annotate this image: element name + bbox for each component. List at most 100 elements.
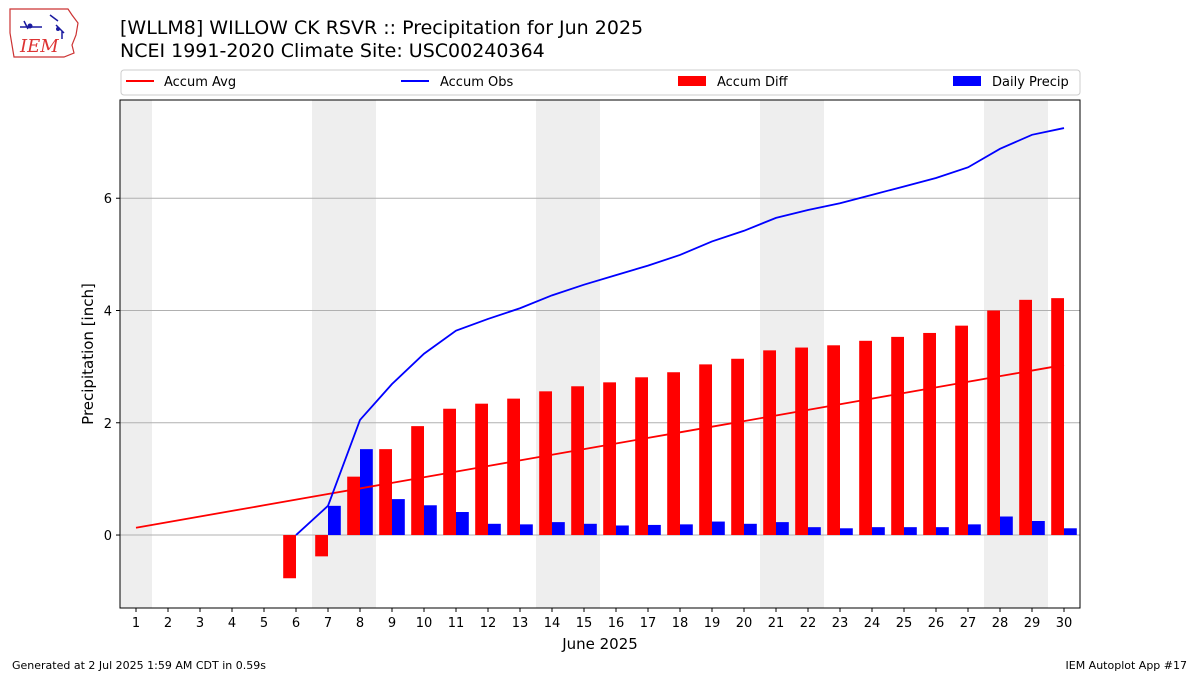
daily-precip-bar [712, 521, 725, 536]
x-tick-label: 16 [608, 616, 625, 631]
accum-diff-bar [411, 426, 424, 536]
daily-precip-bar [520, 524, 533, 536]
x-tick-label: 6 [292, 616, 300, 631]
x-tick-label: 21 [768, 616, 785, 631]
accum-diff-bar [603, 382, 616, 536]
y-tick-label: 4 [104, 304, 112, 319]
x-tick-label: 29 [1024, 616, 1041, 631]
accum-diff-bar [923, 332, 936, 536]
daily-precip-bar [328, 505, 341, 536]
x-tick-label: 5 [260, 616, 268, 631]
accum-diff-bar [539, 391, 552, 536]
x-tick-label: 15 [576, 616, 593, 631]
y-tick-label: 2 [104, 417, 112, 432]
daily-precip-bar [744, 523, 757, 536]
chart-title: [WLLM8] WILLOW CK RSVR :: Precipitation … [120, 17, 644, 39]
legend-label: Accum Diff [717, 75, 789, 90]
weekend-band [120, 100, 152, 608]
x-tick-label: 24 [864, 616, 881, 631]
accum-diff-bar [859, 340, 872, 536]
iem-logo: IEM [6, 5, 82, 60]
legend-swatch [678, 76, 706, 86]
daily-precip-bar [808, 527, 821, 536]
daily-precip-bar [1032, 520, 1045, 536]
x-tick-label: 13 [512, 616, 529, 631]
x-tick-label: 22 [800, 616, 817, 631]
accum-diff-bar [667, 372, 680, 536]
x-tick-label: 8 [356, 616, 364, 631]
x-axis-label: June 2025 [561, 635, 638, 653]
accum-diff-bar [507, 398, 520, 536]
daily-precip-bar [1000, 516, 1013, 536]
daily-precip-bar [456, 512, 469, 536]
daily-precip-bar [872, 527, 885, 536]
daily-precip-bar [648, 524, 661, 536]
x-tick-label: 10 [416, 616, 433, 631]
y-tick-label: 0 [104, 529, 112, 544]
lines [135, 127, 1065, 536]
accum-avg-line [135, 364, 1065, 529]
accum-obs-line [295, 127, 1065, 536]
x-tick-label: 3 [196, 616, 204, 631]
iowa-map-icon [9, 8, 79, 58]
chart-subtitle: NCEI 1991-2020 Climate Site: USC00240364 [120, 40, 545, 62]
logo-text: IEM [20, 36, 59, 57]
daily-precip-bar [584, 523, 597, 536]
legend-box [120, 69, 1081, 96]
accum-diff-bar [987, 310, 1000, 536]
legend: Accum Avg Accum Obs Accum Diff Daily Precip [120, 69, 1081, 96]
x-tick-label: 18 [672, 616, 689, 631]
x-tick-label: 2 [164, 616, 172, 631]
accum-diff-bar [763, 350, 776, 536]
legend-swatch [953, 76, 981, 86]
x-tick-label: 26 [928, 616, 945, 631]
accum-diff-bar [379, 449, 392, 536]
accum-diff-bar [827, 345, 840, 536]
accum-diff-bar [571, 386, 584, 536]
accum-diff-bar [315, 535, 328, 557]
daily-precip-bar [424, 505, 437, 536]
accum-diff-bar [795, 347, 808, 536]
y-axis-label: Precipitation [inch] [79, 283, 97, 425]
x-tick-label: 12 [480, 616, 497, 631]
x-tick-label: 19 [704, 616, 721, 631]
x-tick-label: 27 [960, 616, 977, 631]
x-tick-label: 25 [896, 616, 913, 631]
accum-diff-bar [955, 325, 968, 536]
accum-diff-bar [731, 358, 744, 536]
accum-diff-bar [891, 336, 904, 536]
accum-diff-bar [1051, 298, 1064, 536]
daily-precip-bar [552, 522, 565, 536]
accum-diff-bar [635, 377, 648, 536]
daily-precip-bar [360, 449, 373, 536]
x-tick-label: 17 [640, 616, 657, 631]
plot-frame [119, 99, 1081, 609]
daily-precip-bar [968, 524, 981, 536]
x-tick-label: 4 [228, 616, 236, 631]
x-tick-label: 30 [1056, 616, 1073, 631]
generated-timestamp: Generated at 2 Jul 2025 1:59 AM CDT in 0… [12, 659, 266, 672]
daily-precip-bar [488, 523, 501, 536]
app-credit: IEM Autoplot App #17 [1065, 659, 1188, 672]
x-tick-label: 28 [992, 616, 1009, 631]
legend-label: Daily Precip [992, 75, 1069, 90]
x-tick-label: 14 [544, 616, 561, 631]
legend-label: Accum Avg [164, 75, 236, 90]
x-tick-label: 7 [324, 616, 332, 631]
x-tick-label: 9 [388, 616, 396, 631]
daily-precip-bar [680, 524, 693, 536]
x-tick-label: 1 [132, 616, 140, 631]
daily-precip-bar [840, 528, 853, 536]
daily-precip-bar [1064, 528, 1077, 536]
x-tick-label: 23 [832, 616, 849, 631]
accum-diff-bar [283, 535, 296, 579]
bars [283, 298, 1077, 579]
daily-precip-bar [616, 525, 629, 536]
x-tick-label: 11 [448, 616, 465, 631]
x-tick-label: 20 [736, 616, 753, 631]
axes: 1 2 3 4 5 6 7 8 9 10 11 12 13 14 15 16 17 18 19 20 21 22 23 24 2… [104, 192, 1073, 631]
daily-precip-bar [936, 527, 949, 536]
daily-precip-bar [392, 499, 405, 536]
daily-precip-bar [904, 527, 917, 536]
y-tick-label: 6 [104, 192, 112, 207]
